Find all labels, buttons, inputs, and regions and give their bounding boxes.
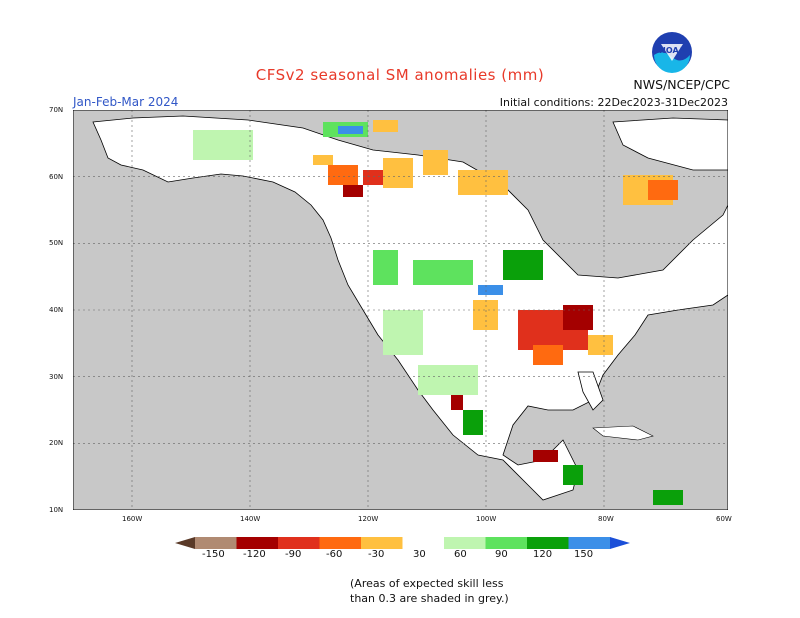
colorbar-label: -60	[326, 549, 343, 560]
anomaly-cell	[423, 150, 448, 175]
lat-label: 70N	[49, 106, 64, 114]
colorbar-segment	[568, 537, 611, 549]
colorbar-label: -30	[368, 549, 385, 560]
anomaly-cell	[648, 180, 678, 200]
lon-label: 60W	[716, 515, 732, 523]
logo-text: NOAA	[659, 46, 685, 55]
colorbar-label: 60	[454, 549, 467, 560]
anomaly-cell	[451, 395, 463, 410]
lat-label: 40N	[49, 306, 64, 314]
anomaly-cell	[563, 305, 593, 330]
lon-label: 140W	[240, 515, 261, 523]
anomaly-patches	[193, 120, 683, 505]
anomaly-cell	[413, 260, 473, 285]
season-label: Jan-Feb-Mar 2024	[73, 95, 179, 109]
anomaly-cell	[383, 310, 423, 355]
colorbar-segment	[361, 537, 403, 549]
colorbar-label: 30	[413, 549, 426, 560]
cuba-island	[592, 425, 654, 441]
anomaly-cell	[383, 158, 413, 188]
anomaly-cell	[533, 345, 563, 365]
colorbar-label: -90	[285, 549, 302, 560]
lon-label: 100W	[476, 515, 497, 523]
colorbar-label: 150	[574, 549, 594, 560]
colorbar-segment	[527, 537, 569, 549]
lat-label: 30N	[49, 373, 64, 381]
colorbar-label: 120	[533, 549, 553, 560]
anomaly-cell	[418, 365, 478, 395]
agency-label: NWS/NCEP/CPC	[633, 77, 730, 92]
anomaly-cell	[458, 170, 508, 195]
northeast-land	[612, 117, 728, 171]
anomaly-cell	[588, 335, 613, 355]
chart-title: CFSv2 seasonal SM anomalies (mm)	[255, 66, 545, 84]
skill-note: (Areas of expected skill less than 0.3 a…	[350, 576, 509, 606]
lon-label: 80W	[598, 515, 614, 523]
colorbar-label: 90	[495, 549, 508, 560]
lon-label: 120W	[358, 515, 379, 523]
lon-label: 160W	[122, 515, 143, 523]
anomaly-cell	[193, 130, 253, 160]
colorbar-right-arrow	[610, 537, 630, 549]
skill-note-line1: (Areas of expected skill less	[350, 577, 504, 590]
anomaly-cell	[463, 410, 483, 435]
skill-note-line2: than 0.3 are shaded in grey.)	[350, 592, 509, 605]
anomaly-cell	[343, 185, 363, 197]
lat-label: 50N	[49, 239, 64, 247]
anomaly-cell	[373, 120, 398, 132]
anomaly-cell	[373, 250, 398, 285]
north-america-land	[92, 115, 728, 501]
lat-label: 60N	[49, 173, 64, 181]
soil-moisture-anomaly-map	[73, 110, 728, 510]
anomaly-cell	[328, 165, 358, 185]
colorbar	[175, 537, 630, 549]
colorbar-segment	[402, 537, 445, 549]
lat-label: 10N	[49, 506, 64, 514]
anomaly-cell	[653, 490, 683, 505]
initial-conditions-label: Initial conditions: 22Dec2023-31Dec2023	[499, 96, 728, 109]
colorbar-segment	[195, 537, 237, 549]
colorbar-segment	[319, 537, 362, 549]
graticule	[73, 110, 728, 510]
noaa-logo: NOAA	[652, 32, 692, 73]
florida-peninsula	[577, 371, 604, 411]
colorbar-label: -150	[202, 549, 225, 560]
colorbar-label: -120	[243, 549, 266, 560]
colorbar-segment	[444, 537, 486, 549]
anomaly-cell	[503, 250, 543, 280]
colorbar-segment	[485, 537, 528, 549]
anomaly-cell	[363, 170, 388, 185]
anomaly-cell	[473, 300, 498, 330]
colorbar-segment	[236, 537, 279, 549]
anomaly-cell	[478, 285, 503, 295]
colorbar-segment	[278, 537, 320, 549]
anomaly-cell	[338, 126, 363, 134]
anomaly-cell	[313, 155, 333, 165]
anomaly-cell	[533, 450, 558, 462]
anomaly-cell	[563, 465, 583, 485]
lat-label: 20N	[49, 439, 64, 447]
colorbar-left-arrow	[175, 537, 195, 549]
